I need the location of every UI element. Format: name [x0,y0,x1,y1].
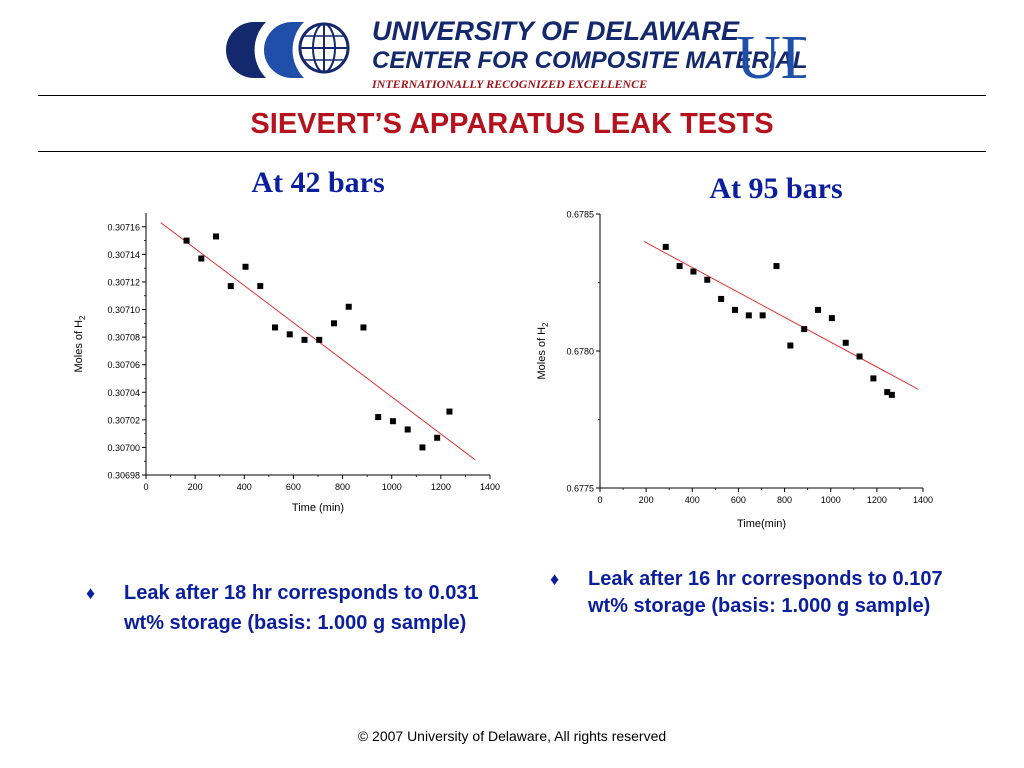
bullet-42-text: Leak after 18 hr corresponds to 0.031 wt… [124,582,479,634]
x-tick-label: 1000 [821,495,841,505]
y-tick-label: 0.6785 [566,210,594,220]
data-point [257,283,264,290]
data-point [227,283,234,290]
y-tick-label: 0.6780 [566,347,594,357]
x-axis-label: Time (min) [292,502,344,514]
slide-title: SIEVERT’S APPARATUS LEAK TESTS [250,108,774,140]
data-point [888,391,895,398]
y-axis-label-main: Moles of H [536,327,548,380]
ud-mark-icon: UD [736,24,826,92]
y-tick-label: 0.6775 [566,484,594,494]
bullet-95-text: Leak after 16 hr corresponds to 0.107 wt… [588,568,943,617]
x-tick-label: 1200 [867,495,887,505]
header-rule-bottom [38,151,986,152]
header-logo: UNIVERSITY OF DELAWARE CENTER FOR COMPOS… [206,8,826,92]
data-point [213,233,220,240]
chart-95-svg: 0.6775 0.6780 0.6785 0 200 400 600 800 1000 1200 1… [536,210,933,531]
data-point [690,268,697,275]
ccm-emblem-icon [206,14,354,86]
x-tick-label: 800 [335,482,350,492]
x-tick-label: 1400 [913,495,933,505]
x-tick-label: 400 [237,482,252,492]
y-axis-label: Moles of H2 [73,315,87,373]
y-tick-label: 0.30714 [107,250,140,260]
data-point [828,315,835,322]
data-point [446,408,453,415]
x-tick-label: 0 [597,495,602,505]
data-point [316,336,323,343]
data-point [662,243,669,250]
y-axis-label-subscript: 2 [541,322,550,327]
data-point [884,389,891,396]
data-point [198,255,205,262]
x-tick-label: 600 [286,482,301,492]
x-tick-label: 400 [685,495,700,505]
data-point [434,434,441,441]
data-point [787,342,794,349]
y-tick-label: 0.30712 [107,277,140,287]
header-tagline: INTERNATIONALLY RECOGNIZED EXCELLENCE [371,77,647,91]
data-point [676,263,683,270]
chart-42-heading: At 42 bars [251,166,385,199]
data-point [842,339,849,346]
bullet-42: ♦ Leak after 18 hr corresponds to 0.031 … [86,578,526,668]
data-point [272,324,278,331]
data-point [242,263,249,270]
x-axis-label: Time(min) [737,518,786,530]
data-point [419,444,426,451]
y-tick-label: 0.30716 [107,222,140,232]
x-tick-label: 1400 [480,482,500,492]
diamond-bullet-icon: ♦ [550,569,560,589]
data-point [404,426,411,433]
data-point [815,306,822,313]
data-point [718,295,725,302]
data-point [745,312,752,319]
data-point [183,237,190,244]
y-tick-label: 0.30708 [107,333,140,343]
x-tick-label: 800 [777,495,792,505]
x-tick-label: 600 [731,495,746,505]
data-point [301,336,308,343]
data-point [801,326,808,333]
x-tick-label: 200 [639,495,654,505]
data-point [286,331,293,338]
chart-95-heading: At 95 bars [709,172,843,205]
y-tick-label: 0.30704 [107,388,140,398]
footer-copyright: © 2007 University of Delaware, All right… [357,728,667,744]
y-tick-label: 0.30710 [107,305,140,315]
chart-42-bars: 0.30698 0.30700 0.30702 0.30704 0.30706 0.307… [60,205,520,525]
chart-95-bars: 0.6775 0.6780 0.6785 0 200 400 600 800 1000 1200 1… [530,205,990,540]
diamond-bullet-icon: ♦ [86,583,96,603]
y-axis-label-main: Moles of H [73,320,85,373]
y-tick-label: 0.30702 [107,415,140,425]
y-tick-label: 0.30698 [107,471,140,481]
chart-42-svg: 0.30698 0.30700 0.30702 0.30704 0.30706 0.307… [73,213,500,514]
fit-line [643,241,919,390]
data-point [870,375,877,382]
header-rule-top [38,95,986,96]
data-point [856,353,863,360]
data-point [759,312,766,319]
x-tick-label: 1200 [431,482,451,492]
bullet-95: ♦ Leak after 16 hr corresponds to 0.107 … [550,566,990,656]
ud-mark-text: UD [736,24,806,92]
data-point [704,276,711,283]
data-point [773,263,780,270]
data-point [375,414,382,421]
data-point [731,306,738,313]
data-point [330,320,337,327]
x-tick-label: 200 [188,482,203,492]
x-tick-label: 0 [143,482,148,492]
header-line2: CENTER FOR COMPOSITE MATERIALS [372,47,806,74]
header-line1: UNIVERSITY OF DELAWARE [372,16,740,46]
y-axis-label-subscript: 2 [78,315,87,320]
data-point [345,303,352,310]
x-tick-label: 1000 [382,482,402,492]
y-tick-label: 0.30706 [107,360,140,370]
data-point [389,418,396,425]
y-tick-label: 0.30700 [107,443,140,453]
data-point [360,324,367,331]
y-axis-label: Moles of H2 [536,322,550,380]
